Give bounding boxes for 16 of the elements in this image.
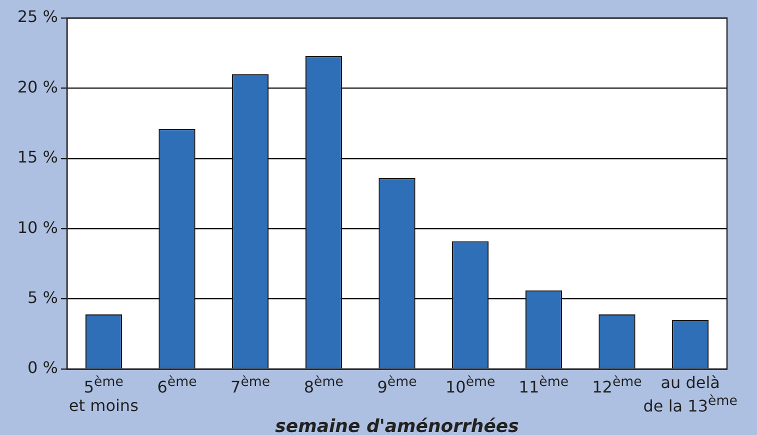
x-tick-label: 9$^{ème}$ xyxy=(377,375,417,396)
x-tick-label: 7$^{ème}$ xyxy=(230,375,270,396)
y-tick-label: 25 % xyxy=(17,7,58,26)
x-tick-label: 11$^{ème}$ xyxy=(518,375,569,396)
x-tick-label: 10$^{ème}$ xyxy=(445,375,496,396)
x-tick-label: au delà de la 13$^{ème}$ xyxy=(643,373,738,416)
x-tick-label: 12$^{ème}$ xyxy=(592,375,642,396)
y-tick-label: 0 % xyxy=(28,358,58,378)
x-axis-title: semaine d'aménorrhées xyxy=(274,416,520,435)
x-tick-label: 6$^{ème}$ xyxy=(157,375,197,396)
y-tick-label: 15 % xyxy=(17,148,58,167)
y-tick-label: 20 % xyxy=(17,77,58,96)
y-tick-label: 10 % xyxy=(17,218,58,237)
x-tick-label: 5$^{ème}$ et moins xyxy=(68,375,138,416)
x-tick-label: 8$^{ème}$ xyxy=(304,375,344,396)
y-tick-label: 5 % xyxy=(28,288,58,307)
